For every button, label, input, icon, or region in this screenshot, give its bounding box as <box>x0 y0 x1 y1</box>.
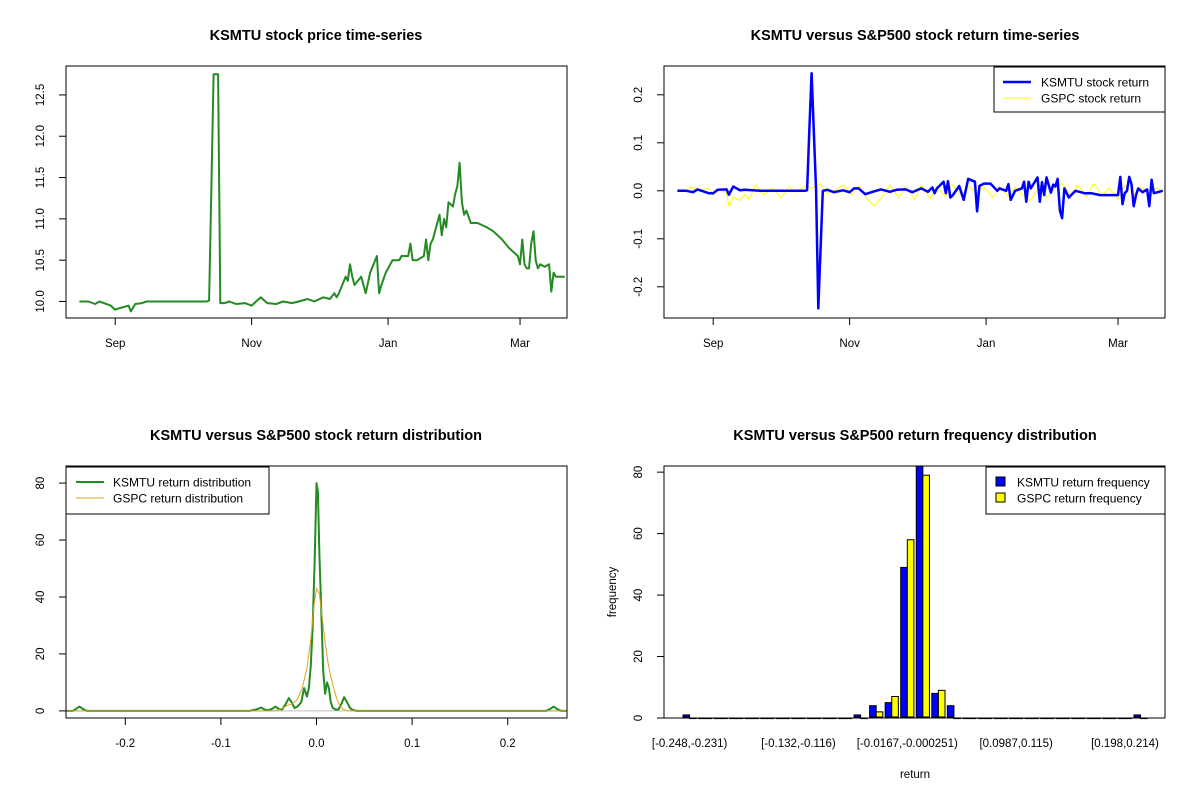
x-tick-label: Jan <box>977 338 996 350</box>
x-tick-label: -0.1 <box>211 738 231 750</box>
panel-returns-chart: KSMTU versus S&P500 stock return time-se… <box>633 28 1166 350</box>
x-tick-label: -0.2 <box>115 738 135 750</box>
y-tick-label: 0 <box>633 715 645 721</box>
legend-label-ksmtu: KSMTU return distribution <box>113 476 251 490</box>
histogram-axes: 0 20 40 60 80 [-0.248,-0.231) [-0.132,-0.116) [… <box>633 466 1159 750</box>
y-tick-label: 80 <box>633 466 645 479</box>
gspc-return-line <box>677 183 1163 207</box>
price-line <box>79 73 565 313</box>
y-tick-label: 40 <box>35 591 47 604</box>
chart-title: KSMTU versus S&P500 return frequency dis… <box>733 428 1096 444</box>
x-tick-label: [0.0987,0.115) <box>979 738 1052 750</box>
ksmtu-return-line <box>677 71 1164 310</box>
legend: KSMTU return distribution GSPC return di… <box>65 466 270 515</box>
density-series-layer <box>66 482 567 712</box>
gspc-bar <box>937 689 946 718</box>
x-tick-label: [-0.132,-0.116) <box>761 738 836 750</box>
legend-swatch-gspc <box>995 492 1006 503</box>
x-axis-label: return <box>900 769 930 781</box>
legend-label-gspc: GSPC return frequency <box>1017 492 1142 506</box>
ksmtu-bar <box>900 566 908 718</box>
ksmtu-density-line <box>66 482 567 712</box>
returns-series-layer <box>677 71 1164 310</box>
ksmtu-bar <box>853 714 862 718</box>
y-tick-label: 0.1 <box>633 135 645 151</box>
ksmtu-bar <box>946 705 955 718</box>
gspc-bar <box>906 539 915 718</box>
legend-label-ksmtu: KSMTU stock return <box>1041 76 1149 90</box>
x-tick-label: Nov <box>241 338 262 350</box>
panel-price-chart: KSMTU stock price time-series Sep Nov Jan M… <box>35 28 568 350</box>
x-tick-label: Mar <box>1108 338 1128 350</box>
chart-title: KSMTU versus S&P500 stock return distrib… <box>150 428 482 444</box>
legend-label-ksmtu: KSMTU return frequency <box>1017 476 1150 490</box>
legend-label-gspc: GSPC return distribution <box>113 492 243 506</box>
gspc-density-line <box>66 587 567 712</box>
x-tick-label: [0.198,0.214) <box>1091 738 1159 750</box>
ksmtu-bar <box>915 465 924 718</box>
y-tick-label: -0.2 <box>633 277 645 297</box>
returns-axes: Sep Nov Jan Mar -0.2 -0.1 0.0 0.1 0.2 <box>633 87 1128 350</box>
legend-box <box>65 466 270 515</box>
x-tick-label: Sep <box>703 338 723 350</box>
ksmtu-bar <box>869 705 877 718</box>
y-tick-label: 20 <box>633 650 645 663</box>
y-tick-label: 10.0 <box>35 290 47 312</box>
chart-title: KSMTU versus S&P500 stock return time-se… <box>751 28 1080 44</box>
plot-frame <box>663 465 1166 719</box>
legend-box <box>993 66 1166 113</box>
plot-frame <box>663 65 1166 319</box>
x-tick-label: Sep <box>105 338 125 350</box>
legend: KSMTU return frequency GSPC return frequ… <box>985 466 1166 515</box>
y-tick-label: 0 <box>35 708 47 714</box>
x-tick-label: 0.0 <box>309 738 325 750</box>
legend-label-gspc: GSPC stock return <box>1041 92 1141 106</box>
legend-swatch-ksmtu <box>995 476 1006 487</box>
x-tick-label: Nov <box>839 338 860 350</box>
gspc-bar <box>875 711 884 718</box>
y-tick-label: 11.5 <box>35 167 47 189</box>
y-tick-label: 0.0 <box>633 183 645 199</box>
chart-title: KSMTU stock price time-series <box>210 28 423 44</box>
x-tick-label: [-0.0167,-0.000251) <box>857 738 958 750</box>
legend: KSMTU stock return GSPC stock return <box>993 66 1166 113</box>
density-axes: -0.2 -0.1 0.0 0.1 0.2 0 20 40 60 80 <box>35 477 516 750</box>
x-tick-label: [-0.248,-0.231) <box>652 738 728 750</box>
y-tick-label: 11.0 <box>35 208 47 230</box>
x-tick-label: Mar <box>510 338 530 350</box>
y-tick-label: 40 <box>633 589 645 602</box>
x-tick-label: 0.1 <box>404 738 420 750</box>
y-tick-label: 0.2 <box>633 87 645 103</box>
ksmtu-bar <box>1133 714 1142 718</box>
ksmtu-bar <box>884 702 893 718</box>
x-tick-label: Jan <box>379 338 398 350</box>
x-tick-label: 0.2 <box>500 738 516 750</box>
panel-density-chart: KSMTU versus S&P500 stock return distrib… <box>35 428 568 750</box>
price-axes: Sep Nov Jan Mar 10.0 10.5 11.0 11.5 12.0 12.5 <box>35 84 530 350</box>
plot-frame <box>65 65 568 319</box>
gspc-bar <box>891 695 899 718</box>
y-tick-label: -0.1 <box>633 229 645 249</box>
y-tick-label: 60 <box>633 527 645 540</box>
panel-histogram-chart: KSMTU versus S&P500 return frequency dis… <box>607 428 1166 781</box>
ksmtu-bar <box>682 714 691 718</box>
y-tick-label: 20 <box>35 648 47 661</box>
price-series-layer <box>79 73 565 313</box>
gspc-bar <box>922 474 930 718</box>
y-tick-label: 60 <box>35 534 47 547</box>
y-axis-label: frequency <box>607 567 619 618</box>
legend-box <box>985 466 1166 515</box>
y-tick-label: 12.0 <box>35 125 47 147</box>
y-tick-label: 10.5 <box>35 249 47 271</box>
y-tick-label: 12.5 <box>35 84 47 106</box>
ksmtu-bar <box>931 692 939 718</box>
y-tick-label: 80 <box>35 477 47 490</box>
